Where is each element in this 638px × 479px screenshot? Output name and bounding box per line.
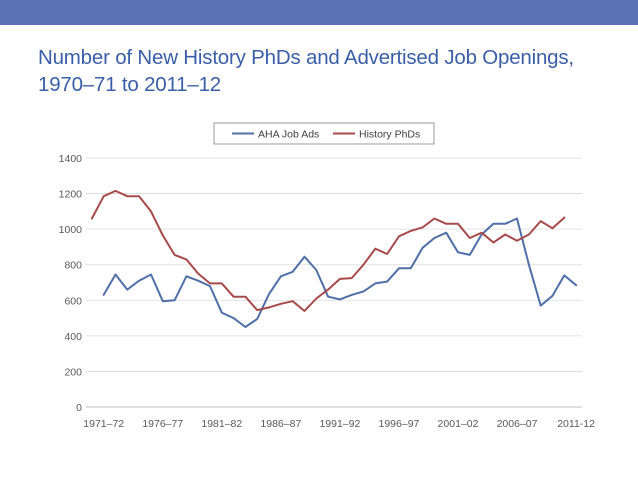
legend-label: History PhDs — [359, 129, 420, 141]
series-line-history-phds — [90, 189, 566, 312]
legend-label: AHA Job Ads — [258, 129, 319, 141]
legend: AHA Job Ads History PhDs — [213, 122, 435, 145]
y-tick-label: 0 — [76, 402, 82, 414]
series-lines — [90, 189, 578, 328]
legend-box — [213, 122, 435, 145]
x-axis-ticks: 1971–72 1976–77 1981–82 1986–87 1991–92 1996–… — [83, 418, 595, 430]
x-tick-label: 2006–07 — [497, 418, 538, 430]
y-tick-label: 400 — [64, 331, 82, 343]
x-tick-label: 1991–92 — [319, 418, 360, 430]
series-line-aha-job-ads — [102, 217, 578, 328]
x-tick-label: 1996–97 — [379, 418, 420, 430]
x-tick-label: 1976–77 — [142, 418, 183, 430]
gridlines — [86, 157, 582, 408]
header-bar — [0, 0, 638, 25]
y-tick-label: 200 — [64, 366, 82, 378]
y-tick-label: 800 — [64, 260, 82, 272]
y-tick-label: 1000 — [59, 224, 83, 236]
slide-title: Number of New History PhDs and Advertise… — [38, 46, 574, 96]
x-tick-label: 1981–82 — [201, 418, 242, 430]
y-tick-label: 1400 — [59, 153, 83, 165]
y-tick-label: 600 — [64, 295, 82, 307]
x-tick-label: 2001–02 — [438, 418, 479, 430]
x-tick-label: 2011-12 — [557, 418, 595, 430]
y-tick-label: 1200 — [59, 189, 83, 201]
y-axis-ticks: 0 200 400 600 800 1000 1200 1400 — [59, 153, 83, 414]
x-tick-label: 1971–72 — [83, 418, 124, 430]
x-tick-label: 1986–87 — [260, 418, 301, 430]
